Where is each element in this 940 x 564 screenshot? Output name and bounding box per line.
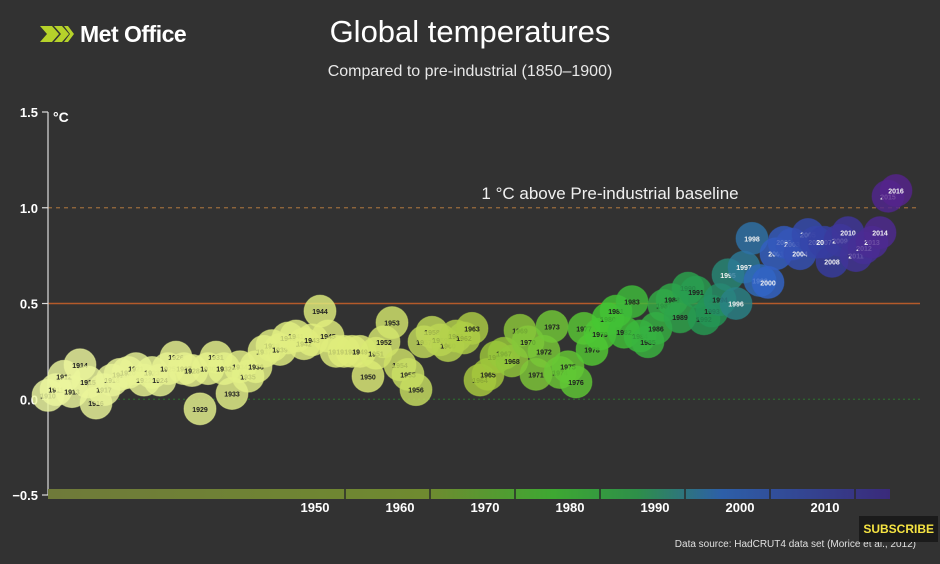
data-label-1986: 1986 <box>648 326 664 333</box>
data-label-1978: 1978 <box>584 347 600 354</box>
data-label-1977: 1977 <box>576 326 592 333</box>
data-label-1976: 1976 <box>568 380 584 387</box>
page-subtitle: Compared to pre-industrial (1850–1900) <box>327 63 613 80</box>
data-label-1979: 1979 <box>592 332 608 339</box>
data-label-1936: 1936 <box>248 365 264 372</box>
data-label-1968: 1968 <box>504 359 520 366</box>
data-label-1973: 1973 <box>544 324 560 331</box>
data-point-1929 <box>183 392 217 426</box>
data-point-1996 <box>719 287 753 320</box>
data-label-2004: 2004 <box>792 252 808 259</box>
data-label-1989: 1989 <box>672 315 688 322</box>
data-label-1998: 1998 <box>744 236 760 243</box>
subscribe-button[interactable]: SUBSCRIBE <box>859 516 938 542</box>
logo-text: Met Office <box>80 20 187 47</box>
data-label-1944: 1944 <box>312 309 328 316</box>
data-label-1981: 1981 <box>608 309 624 316</box>
data-label-1970: 1970 <box>520 340 536 347</box>
data-label-1952: 1952 <box>376 340 392 347</box>
x-tick-label: 2010 <box>811 500 840 515</box>
y-tick-label: 0.5 <box>20 297 38 312</box>
y-tick-label: 1.0 <box>20 201 38 216</box>
data-point-1953 <box>375 306 409 340</box>
data-label-1971: 1971 <box>528 372 544 379</box>
x-tick-label: 1950 <box>301 500 330 515</box>
x-tick-label: 2000 <box>726 500 755 515</box>
data-label-1996: 1996 <box>728 302 744 309</box>
data-label-1914: 1914 <box>72 363 88 370</box>
data-label-2014: 2014 <box>872 231 888 238</box>
data-label-1953: 1953 <box>384 321 400 328</box>
data-point-1956 <box>399 373 433 407</box>
data-label-1916: 1916 <box>88 401 104 408</box>
data-label-1913: 1913 <box>64 390 80 397</box>
data-label-1933: 1933 <box>224 392 240 399</box>
data-point-2016 <box>879 174 913 208</box>
data-label-1985: 1985 <box>640 340 656 347</box>
reference-line-label: 1 °C above Pre-industrial baseline <box>481 184 738 203</box>
data-point-2014 <box>863 216 897 250</box>
data-source-note: Data source: HadCRUT4 data set (Morice e… <box>674 539 916 550</box>
data-label-2016: 2016 <box>888 189 904 196</box>
data-label-1943: 1943 <box>304 338 320 345</box>
time-color-bar <box>48 489 890 499</box>
data-label-1983: 1983 <box>624 300 640 307</box>
data-label-1956: 1956 <box>408 388 424 395</box>
data-point-1976 <box>559 365 593 399</box>
data-label-2000: 2000 <box>760 280 776 287</box>
x-tick-label: 1990 <box>641 500 670 515</box>
data-label-1972: 1972 <box>536 349 552 356</box>
y-tick-label: −0.5 <box>12 488 38 503</box>
data-label-1997: 1997 <box>736 265 752 272</box>
data-label-2010: 2010 <box>840 231 856 238</box>
data-label-1965: 1965 <box>480 372 496 379</box>
met-office-logo: Met Office <box>40 20 187 48</box>
data-label-1988: 1988 <box>664 298 680 305</box>
data-label-1991: 1991 <box>688 290 704 297</box>
y-axis-unit-label: °C <box>53 109 69 125</box>
data-label-1995: 1995 <box>720 273 736 280</box>
x-tick-label: 1960 <box>386 500 415 515</box>
data-label-1950: 1950 <box>360 374 376 381</box>
x-tick-label: 1970 <box>471 500 500 515</box>
y-tick-label: 1.5 <box>20 105 38 120</box>
page-title: Global temperatures <box>329 14 611 49</box>
data-label-1963: 1963 <box>464 326 480 333</box>
x-tick-label: 1980 <box>556 500 585 515</box>
data-point-1963 <box>455 311 489 345</box>
data-label-1929: 1929 <box>192 407 208 414</box>
data-label-2008: 2008 <box>824 259 840 266</box>
met-office-stripes-icon <box>40 26 74 42</box>
data-label-1915: 1915 <box>80 380 96 387</box>
